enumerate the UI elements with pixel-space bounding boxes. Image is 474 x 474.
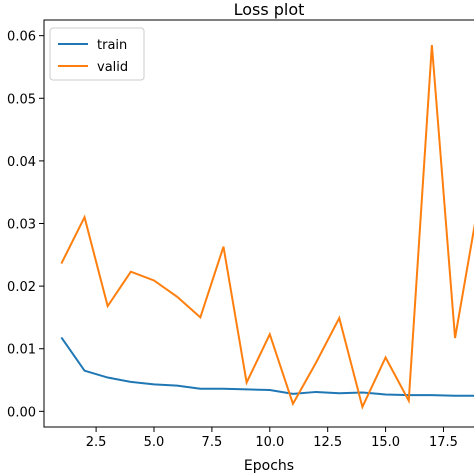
y-tick-label: 0.05 bbox=[7, 92, 36, 107]
y-tick-label: 0.01 bbox=[7, 343, 36, 358]
x-tick-label: 5.0 bbox=[144, 435, 165, 450]
legend-valid-label: valid bbox=[97, 60, 128, 75]
y-axis-ticks: 0.00 0.01 0.02 0.03 0.04 0.05 0.06 bbox=[7, 30, 44, 420]
series-line-train bbox=[60, 336, 474, 397]
x-tick-label: 2.5 bbox=[86, 435, 107, 450]
x-axis-title: Epochs bbox=[244, 458, 294, 474]
legend: train valid bbox=[49, 27, 145, 81]
legend-train-label: train bbox=[97, 38, 127, 53]
y-tick-label: 0.03 bbox=[7, 218, 36, 233]
series-layer bbox=[60, 44, 474, 410]
chart-title: Loss plot bbox=[234, 0, 305, 19]
x-tick-label: 10.0 bbox=[255, 435, 284, 450]
plot-area-frame bbox=[43, 19, 474, 428]
x-tick-label: 15.0 bbox=[371, 435, 400, 450]
x-tick-label: 12.5 bbox=[313, 435, 342, 450]
x-tick-label: 7.5 bbox=[202, 435, 223, 450]
x-axis-ticks: 2.5 5.0 7.5 10.0 12.5 15.0 17.5 bbox=[86, 427, 458, 450]
y-tick-label: 0.04 bbox=[7, 155, 36, 170]
y-tick-label: 0.06 bbox=[7, 30, 36, 45]
series-line-valid bbox=[60, 44, 474, 410]
y-tick-label: 0.02 bbox=[7, 280, 36, 295]
y-tick-label: 0.00 bbox=[7, 405, 36, 420]
x-tick-label: 17.5 bbox=[429, 435, 458, 450]
